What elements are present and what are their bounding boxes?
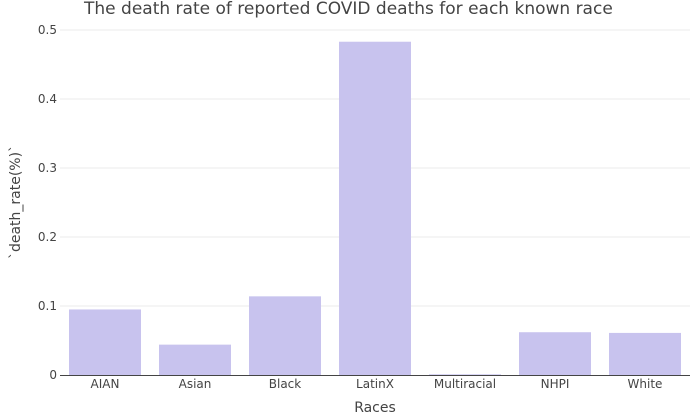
x-tick-label: Asian: [179, 377, 212, 391]
bar-aian: [69, 309, 141, 375]
x-tick-labels: AIAN Asian Black LatinX Multiracial NHPI White: [91, 377, 663, 391]
bar-multiracial: [429, 374, 501, 375]
bar-white: [609, 332, 681, 375]
y-tick-labels: 0 0.1 0.2 0.3 0.4 0.5: [38, 23, 57, 382]
x-tick-label: Multiracial: [434, 377, 496, 391]
y-tick-label: 0.4: [38, 92, 57, 106]
bars: [69, 41, 681, 375]
bar-latinx: [339, 41, 411, 375]
x-tick-label: Black: [269, 377, 302, 391]
chart-title: The death rate of reported COVID deaths …: [83, 0, 613, 19]
y-tick-label: 0.1: [38, 299, 57, 313]
bar-asian: [159, 344, 231, 375]
bar-nhpi: [519, 332, 591, 375]
bar-black: [249, 296, 321, 375]
y-tick-label: 0.5: [38, 23, 57, 37]
y-tick-label: 0.2: [38, 230, 57, 244]
x-axis-title: Races: [354, 400, 396, 415]
x-tick-label: LatinX: [356, 377, 394, 391]
y-tick-label: 0.3: [38, 161, 57, 175]
x-tick-label: AIAN: [91, 377, 120, 391]
x-tick-label: White: [628, 377, 663, 391]
y-tick-label: 0: [49, 368, 57, 382]
x-tick-label: NHPI: [541, 377, 570, 391]
y-axis-title: `death_rate(%)`: [8, 145, 24, 259]
